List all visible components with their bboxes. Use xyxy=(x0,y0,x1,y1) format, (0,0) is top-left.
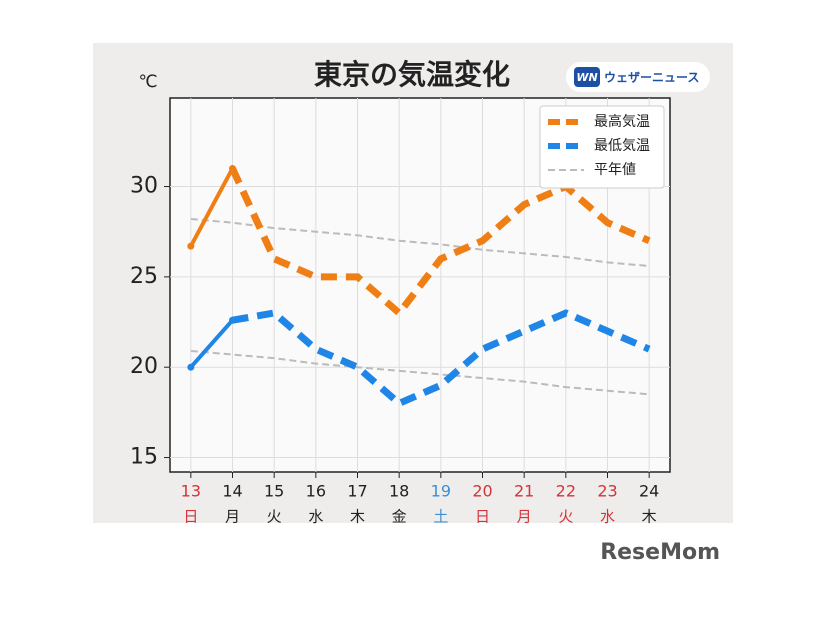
x-tick-label: 19 xyxy=(431,482,451,501)
weekday-label: 土 xyxy=(433,508,448,526)
weekday-label: 水 xyxy=(600,508,615,526)
chart-title: 東京の気温変化 xyxy=(314,58,510,91)
logo-badge xyxy=(574,67,600,87)
weekday-label: 月 xyxy=(517,508,532,526)
weekday-label: 木 xyxy=(350,508,365,526)
x-tick-label: 13 xyxy=(181,482,201,501)
watermark: ReseMom xyxy=(600,540,720,565)
weekday-label: 火 xyxy=(267,508,282,526)
x-tick-label: 21 xyxy=(514,482,534,501)
forecast-line xyxy=(229,166,651,319)
legend-label: 平年値 xyxy=(594,162,636,178)
point xyxy=(187,363,195,371)
weekday-label: 金 xyxy=(392,508,407,526)
point xyxy=(229,164,236,172)
legend-label: 最低気温 xyxy=(594,138,650,154)
point xyxy=(229,316,236,324)
weekday-label: 火 xyxy=(558,508,573,526)
x-tick-label: 16 xyxy=(306,482,326,501)
point xyxy=(187,242,195,250)
logo-text: ウェザーニュース xyxy=(604,71,699,85)
x-tick-label: 18 xyxy=(389,482,409,501)
x-tick-label: 24 xyxy=(639,482,659,501)
logo-bg xyxy=(566,62,710,92)
weekday-label: 木 xyxy=(642,508,657,526)
x-tick-label: 22 xyxy=(556,482,576,501)
weekday-label: 水 xyxy=(308,508,323,526)
unit-label: ℃ xyxy=(138,72,157,92)
y-tick-label: 20 xyxy=(130,354,158,379)
weekday-label: 日 xyxy=(475,508,490,526)
weekday-label: 日 xyxy=(183,508,198,526)
observed-line xyxy=(189,318,234,369)
legend-box xyxy=(539,105,665,189)
y-tick-label: 30 xyxy=(130,174,158,199)
x-tick-label: 17 xyxy=(347,482,367,501)
x-tick-label: 14 xyxy=(222,482,242,501)
weekday-label: 月 xyxy=(225,508,240,526)
logo-badge-text: WN xyxy=(576,71,597,84)
y-tick-label: 15 xyxy=(130,445,158,470)
legend-label: 最高気温 xyxy=(594,113,650,130)
x-tick-label: 15 xyxy=(264,482,284,501)
x-tick-label: 23 xyxy=(597,482,617,501)
forecast-line xyxy=(231,309,651,408)
x-tick-label: 20 xyxy=(472,482,492,501)
y-tick-label: 25 xyxy=(130,264,158,289)
observed-line xyxy=(189,167,235,248)
